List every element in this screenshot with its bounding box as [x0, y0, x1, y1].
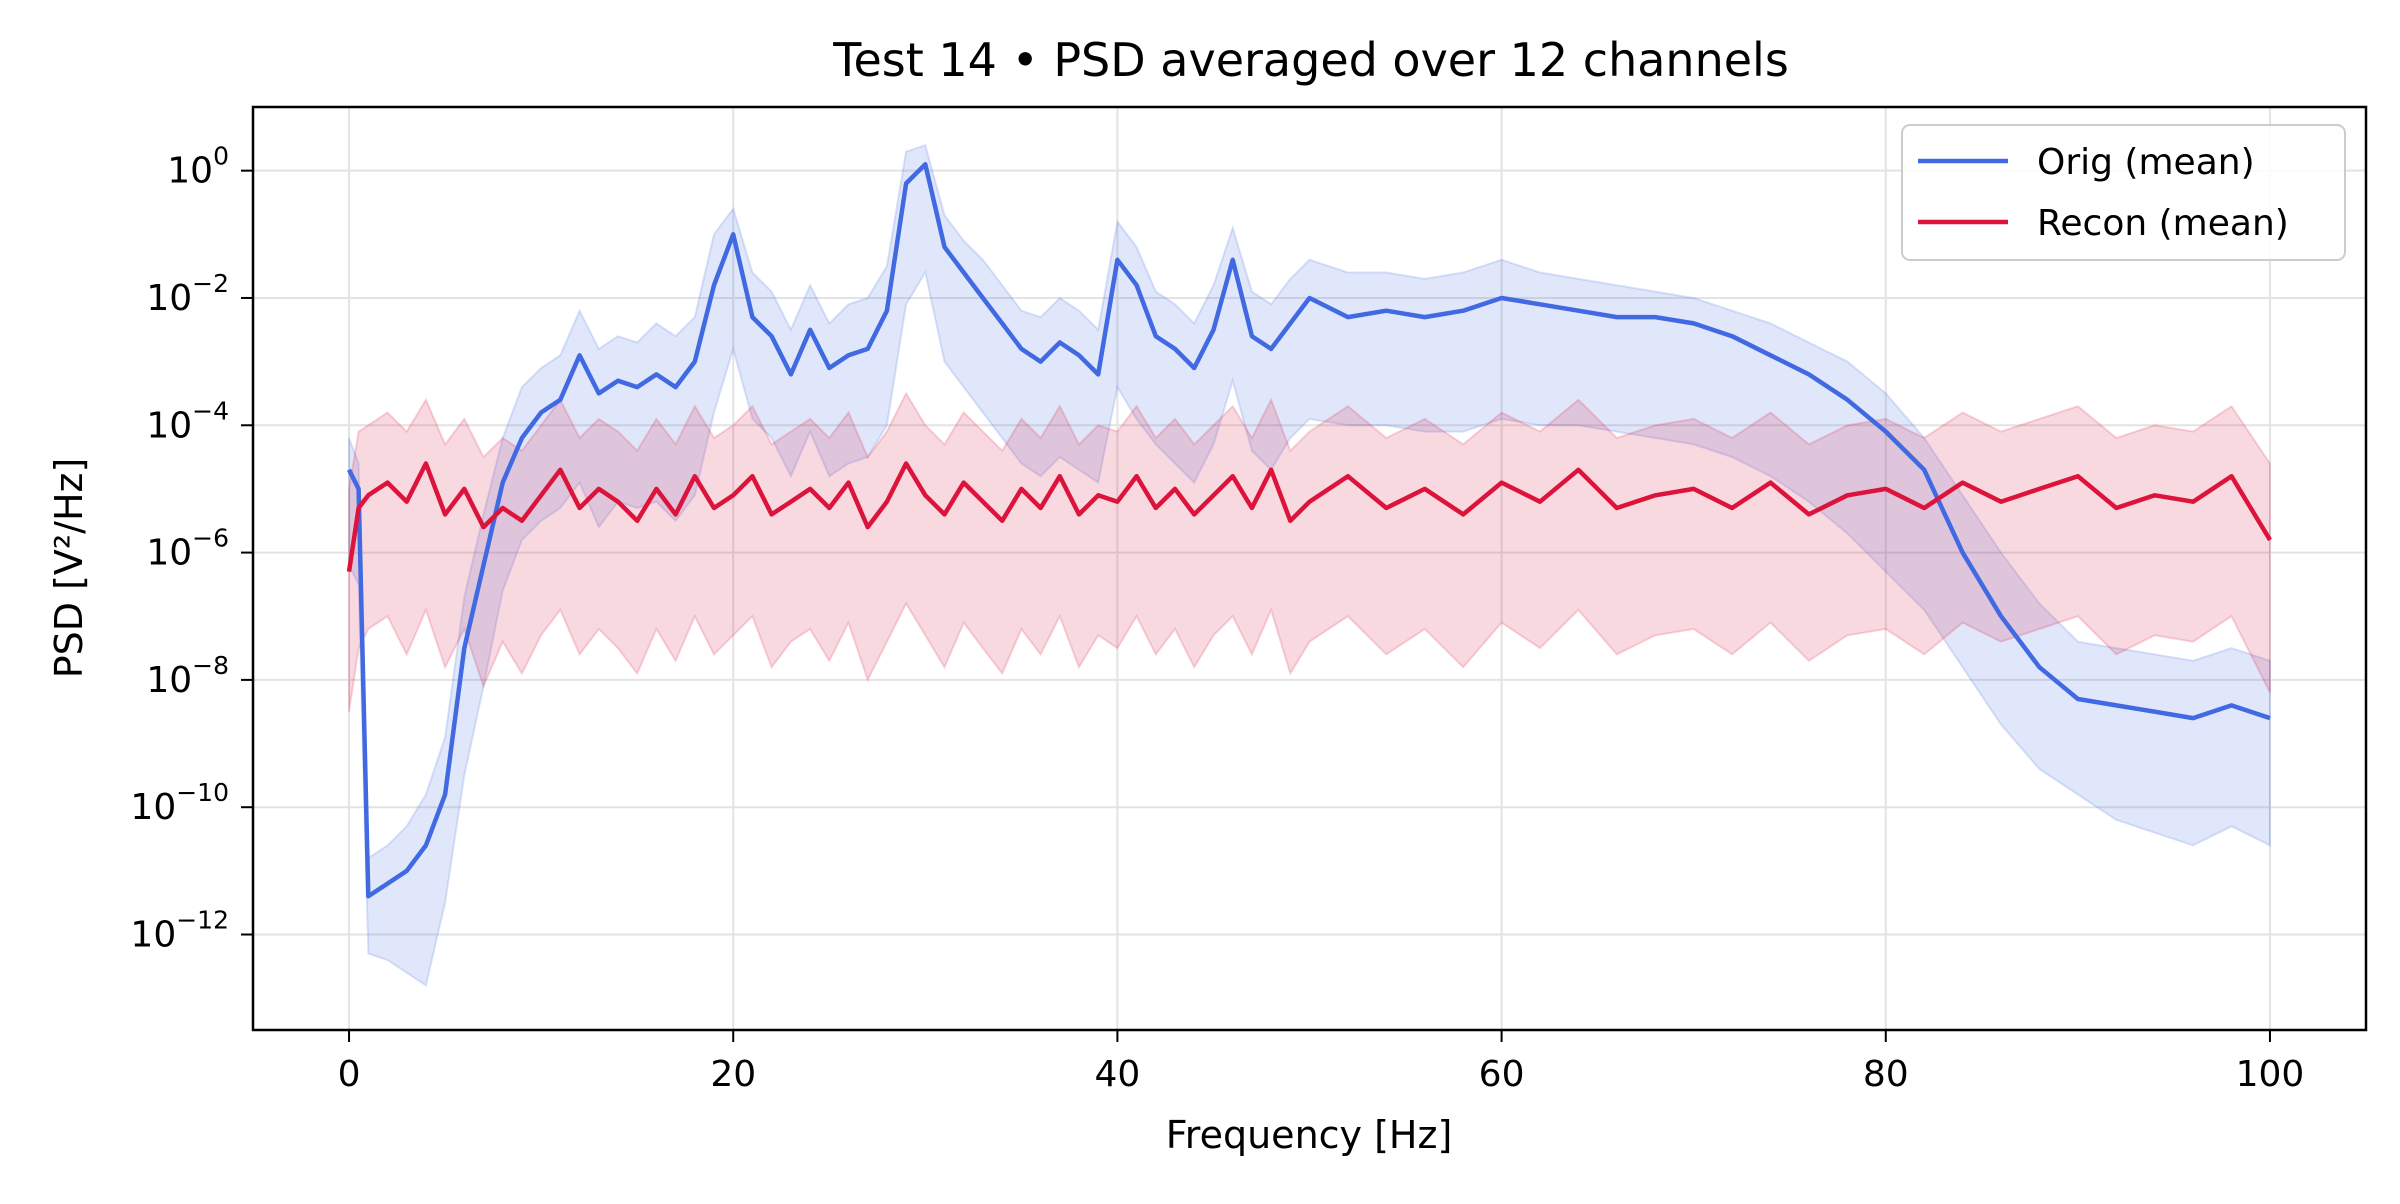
x-tick-label: 100 [2236, 1054, 2305, 1095]
x-tick-label: 40 [1095, 1054, 1141, 1095]
y-tick-label: 10−2 [146, 269, 229, 319]
plot-frame [251, 105, 2368, 1032]
y-tick-label: 10−8 [146, 651, 229, 701]
y-tick-label: 10−10 [130, 778, 229, 828]
x-tick-label: 0 [338, 1054, 361, 1095]
line-layer [346, 162, 2272, 899]
y-tick-label: 10−12 [130, 906, 229, 956]
y-axis-label: PSD [V²/Hz] [47, 458, 91, 679]
x-tick-label: 60 [1479, 1054, 1525, 1095]
x-tick-layer: 0 20 40 60 80 100 [338, 1030, 2305, 1095]
y-tick-label: 10−6 [146, 524, 229, 574]
band-layer [348, 143, 2271, 988]
x-tick-label: 20 [710, 1054, 756, 1095]
series-line-recon [346, 461, 2272, 573]
x-axis-label: Frequency [Hz] [1166, 1113, 1453, 1157]
band-recon [348, 391, 2271, 712]
legend-label-recon: Recon (mean) [2037, 203, 2289, 244]
chart-title: Test 14 • PSD averaged over 12 channels [832, 33, 1789, 87]
x-tick-label: 80 [1863, 1054, 1909, 1095]
legend-box [1901, 124, 2346, 261]
y-tick-layer: 100 10−2 10−4 10−6 10−8 10−10 10−12 [130, 142, 253, 956]
legend-label-orig: Orig (mean) [2037, 142, 2255, 183]
y-tick-label: 100 [167, 142, 229, 192]
series-line-orig [346, 162, 2271, 899]
y-tick-label: 10−4 [146, 396, 229, 446]
legend: Orig (mean) Recon (mean) [1901, 124, 2346, 261]
band-orig [348, 143, 2271, 988]
